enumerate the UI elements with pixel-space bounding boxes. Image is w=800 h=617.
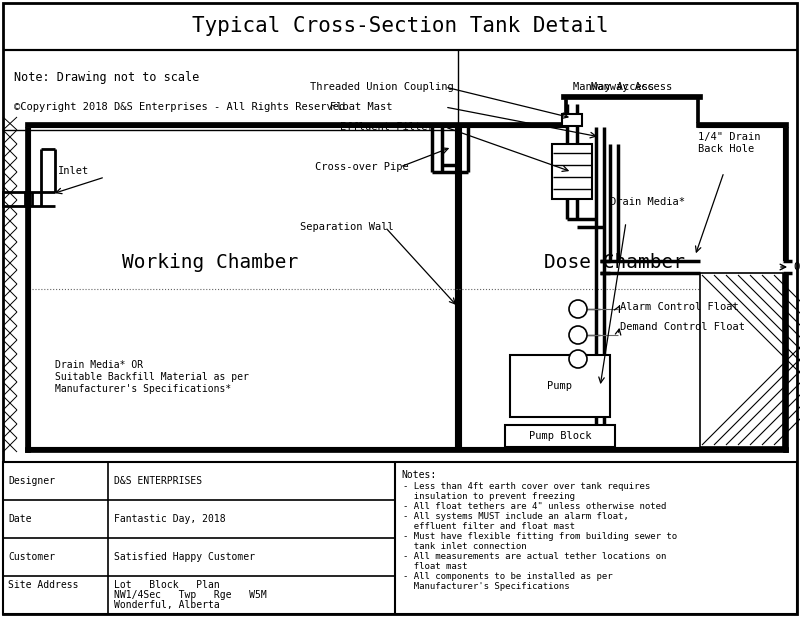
Text: Drain Media* OR
Suitable Backfill Material as per
Manufacturer's Specifications*: Drain Media* OR Suitable Backfill Materi… (55, 360, 249, 394)
Text: Outlet: Outlet (793, 262, 800, 272)
Text: Manway Access: Manway Access (591, 82, 672, 92)
Text: Wonderful, Alberta: Wonderful, Alberta (114, 600, 220, 610)
Text: insulation to prevent freezing: insulation to prevent freezing (403, 492, 575, 501)
Text: Manway Access: Manway Access (573, 82, 654, 92)
Text: Customer: Customer (8, 552, 55, 562)
Text: Effluent Filter: Effluent Filter (340, 122, 434, 132)
Bar (510, 355, 610, 417)
Bar (552, 144, 592, 199)
Text: 1/4" Drain: 1/4" Drain (698, 132, 761, 142)
Text: effluent filter and float mast: effluent filter and float mast (403, 522, 575, 531)
Bar (564, 99, 567, 122)
Text: Alarm Control Float: Alarm Control Float (620, 302, 738, 312)
Text: Threaded Union Coupling: Threaded Union Coupling (310, 82, 454, 92)
Text: Working Chamber: Working Chamber (122, 252, 298, 271)
Text: - All components to be installed as per: - All components to be installed as per (403, 572, 613, 581)
Text: D&S ENTERPRISES: D&S ENTERPRISES (114, 476, 202, 486)
Circle shape (569, 300, 587, 318)
Text: - Less than 4ft earth cover over tank requires: - Less than 4ft earth cover over tank re… (403, 482, 650, 491)
Text: Separation Wall: Separation Wall (300, 222, 394, 232)
Bar (783, 127, 788, 452)
Text: Inlet: Inlet (58, 166, 90, 176)
Bar (700, 273, 783, 447)
Bar (505, 425, 615, 447)
Text: Manufacturer's Specifications: Manufacturer's Specifications (403, 582, 570, 591)
Text: Pump Block: Pump Block (529, 431, 591, 441)
Text: tank inlet connection: tank inlet connection (403, 542, 526, 551)
Bar (562, 114, 582, 126)
Text: Drain Media*: Drain Media* (610, 197, 685, 207)
Text: Float Mast: Float Mast (330, 102, 393, 112)
Circle shape (569, 350, 587, 368)
Text: Notes:: Notes: (401, 470, 436, 480)
Bar (25, 447, 788, 452)
Bar (25, 127, 30, 452)
Text: Date: Date (8, 514, 31, 524)
Text: Demand Control Float: Demand Control Float (620, 322, 745, 332)
Text: NW1/4Sec   Twp   Rge   W5M: NW1/4Sec Twp Rge W5M (114, 590, 266, 600)
Text: float mast: float mast (403, 562, 467, 571)
Bar (455, 127, 461, 447)
Text: Back Hole: Back Hole (698, 144, 754, 154)
Text: - All systems MUST include an alarm float,: - All systems MUST include an alarm floa… (403, 512, 629, 521)
Bar (3, 192, 25, 206)
Circle shape (569, 326, 587, 344)
Text: Fantastic Day, 2018: Fantastic Day, 2018 (114, 514, 226, 524)
Bar (3, 462, 797, 614)
Text: - Must have flexible fitting from building sewer to: - Must have flexible fitting from buildi… (403, 532, 677, 541)
Text: Satisfied Happy Customer: Satisfied Happy Customer (114, 552, 255, 562)
Text: Pump: Pump (547, 381, 573, 391)
Text: - All float tethers are 4" unless otherwise noted: - All float tethers are 4" unless otherw… (403, 502, 666, 511)
Text: - All measurements are actual tether locations on: - All measurements are actual tether loc… (403, 552, 666, 561)
Bar (696, 99, 699, 122)
Bar (25, 122, 567, 127)
Text: Site Address: Site Address (8, 580, 78, 590)
Text: Note: Drawing not to scale: Note: Drawing not to scale (14, 70, 199, 83)
Text: Lot   Block   Plan: Lot Block Plan (114, 580, 220, 590)
Text: ©Copyright 2018 D&S Enterprises - All Rights Reserved: ©Copyright 2018 D&S Enterprises - All Ri… (14, 102, 346, 112)
Bar (696, 122, 788, 127)
Bar (783, 261, 794, 273)
Text: Cross-over Pipe: Cross-over Pipe (315, 162, 409, 172)
Text: Typical Cross-Section Tank Detail: Typical Cross-Section Tank Detail (192, 16, 608, 36)
Text: Designer: Designer (8, 476, 55, 486)
Bar (561, 94, 702, 99)
Text: Dose Chamber: Dose Chamber (545, 252, 686, 271)
